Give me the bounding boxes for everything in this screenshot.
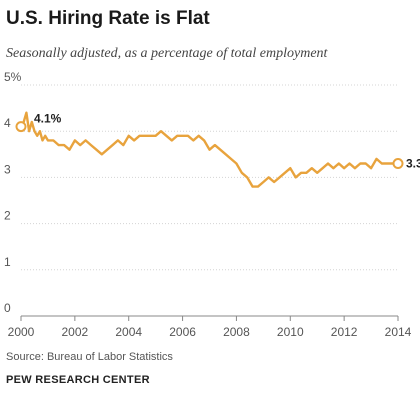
- organization-name: PEW RESEARCH CENTER: [6, 374, 150, 386]
- x-tick-label: 2012: [331, 325, 358, 339]
- y-axis-ticks: 0 1 2 3 4 5%: [4, 70, 22, 315]
- x-tick-label: 2008: [223, 325, 250, 339]
- x-tick-label: 2000: [8, 325, 35, 339]
- y-tick-label: 1: [4, 255, 11, 269]
- y-tick-label: 4: [4, 116, 11, 130]
- x-tick-label: 2014: [385, 325, 412, 339]
- hiring-rate-line: [19, 111, 398, 188]
- source-note: Source: Bureau of Labor Statistics: [6, 351, 173, 363]
- y-tick-label: 0: [4, 301, 11, 315]
- annotation-marker: [392, 158, 404, 170]
- x-tick-label: 2004: [115, 325, 142, 339]
- annotation-marker: [15, 121, 27, 133]
- x-tick-label: 2006: [169, 325, 196, 339]
- annotations: 4.1% 3.3: [15, 112, 420, 171]
- chart-subtitle: Seasonally adjusted, as a percentage of …: [6, 46, 328, 61]
- annotation-label: 3.3: [406, 157, 420, 171]
- y-tick-label: 5%: [4, 70, 22, 84]
- gridlines: [21, 84, 398, 271]
- annotation-label: 4.1%: [34, 112, 62, 126]
- y-tick-label: 3: [4, 162, 11, 176]
- x-axis-ticks: 2000 2002 2004 2006 2008 2010 2012 2014: [8, 316, 412, 339]
- x-tick-label: 2002: [62, 325, 89, 339]
- y-tick-label: 2: [4, 209, 11, 223]
- chart-title: U.S. Hiring Rate is Flat: [6, 8, 210, 29]
- x-tick-label: 2010: [277, 325, 304, 339]
